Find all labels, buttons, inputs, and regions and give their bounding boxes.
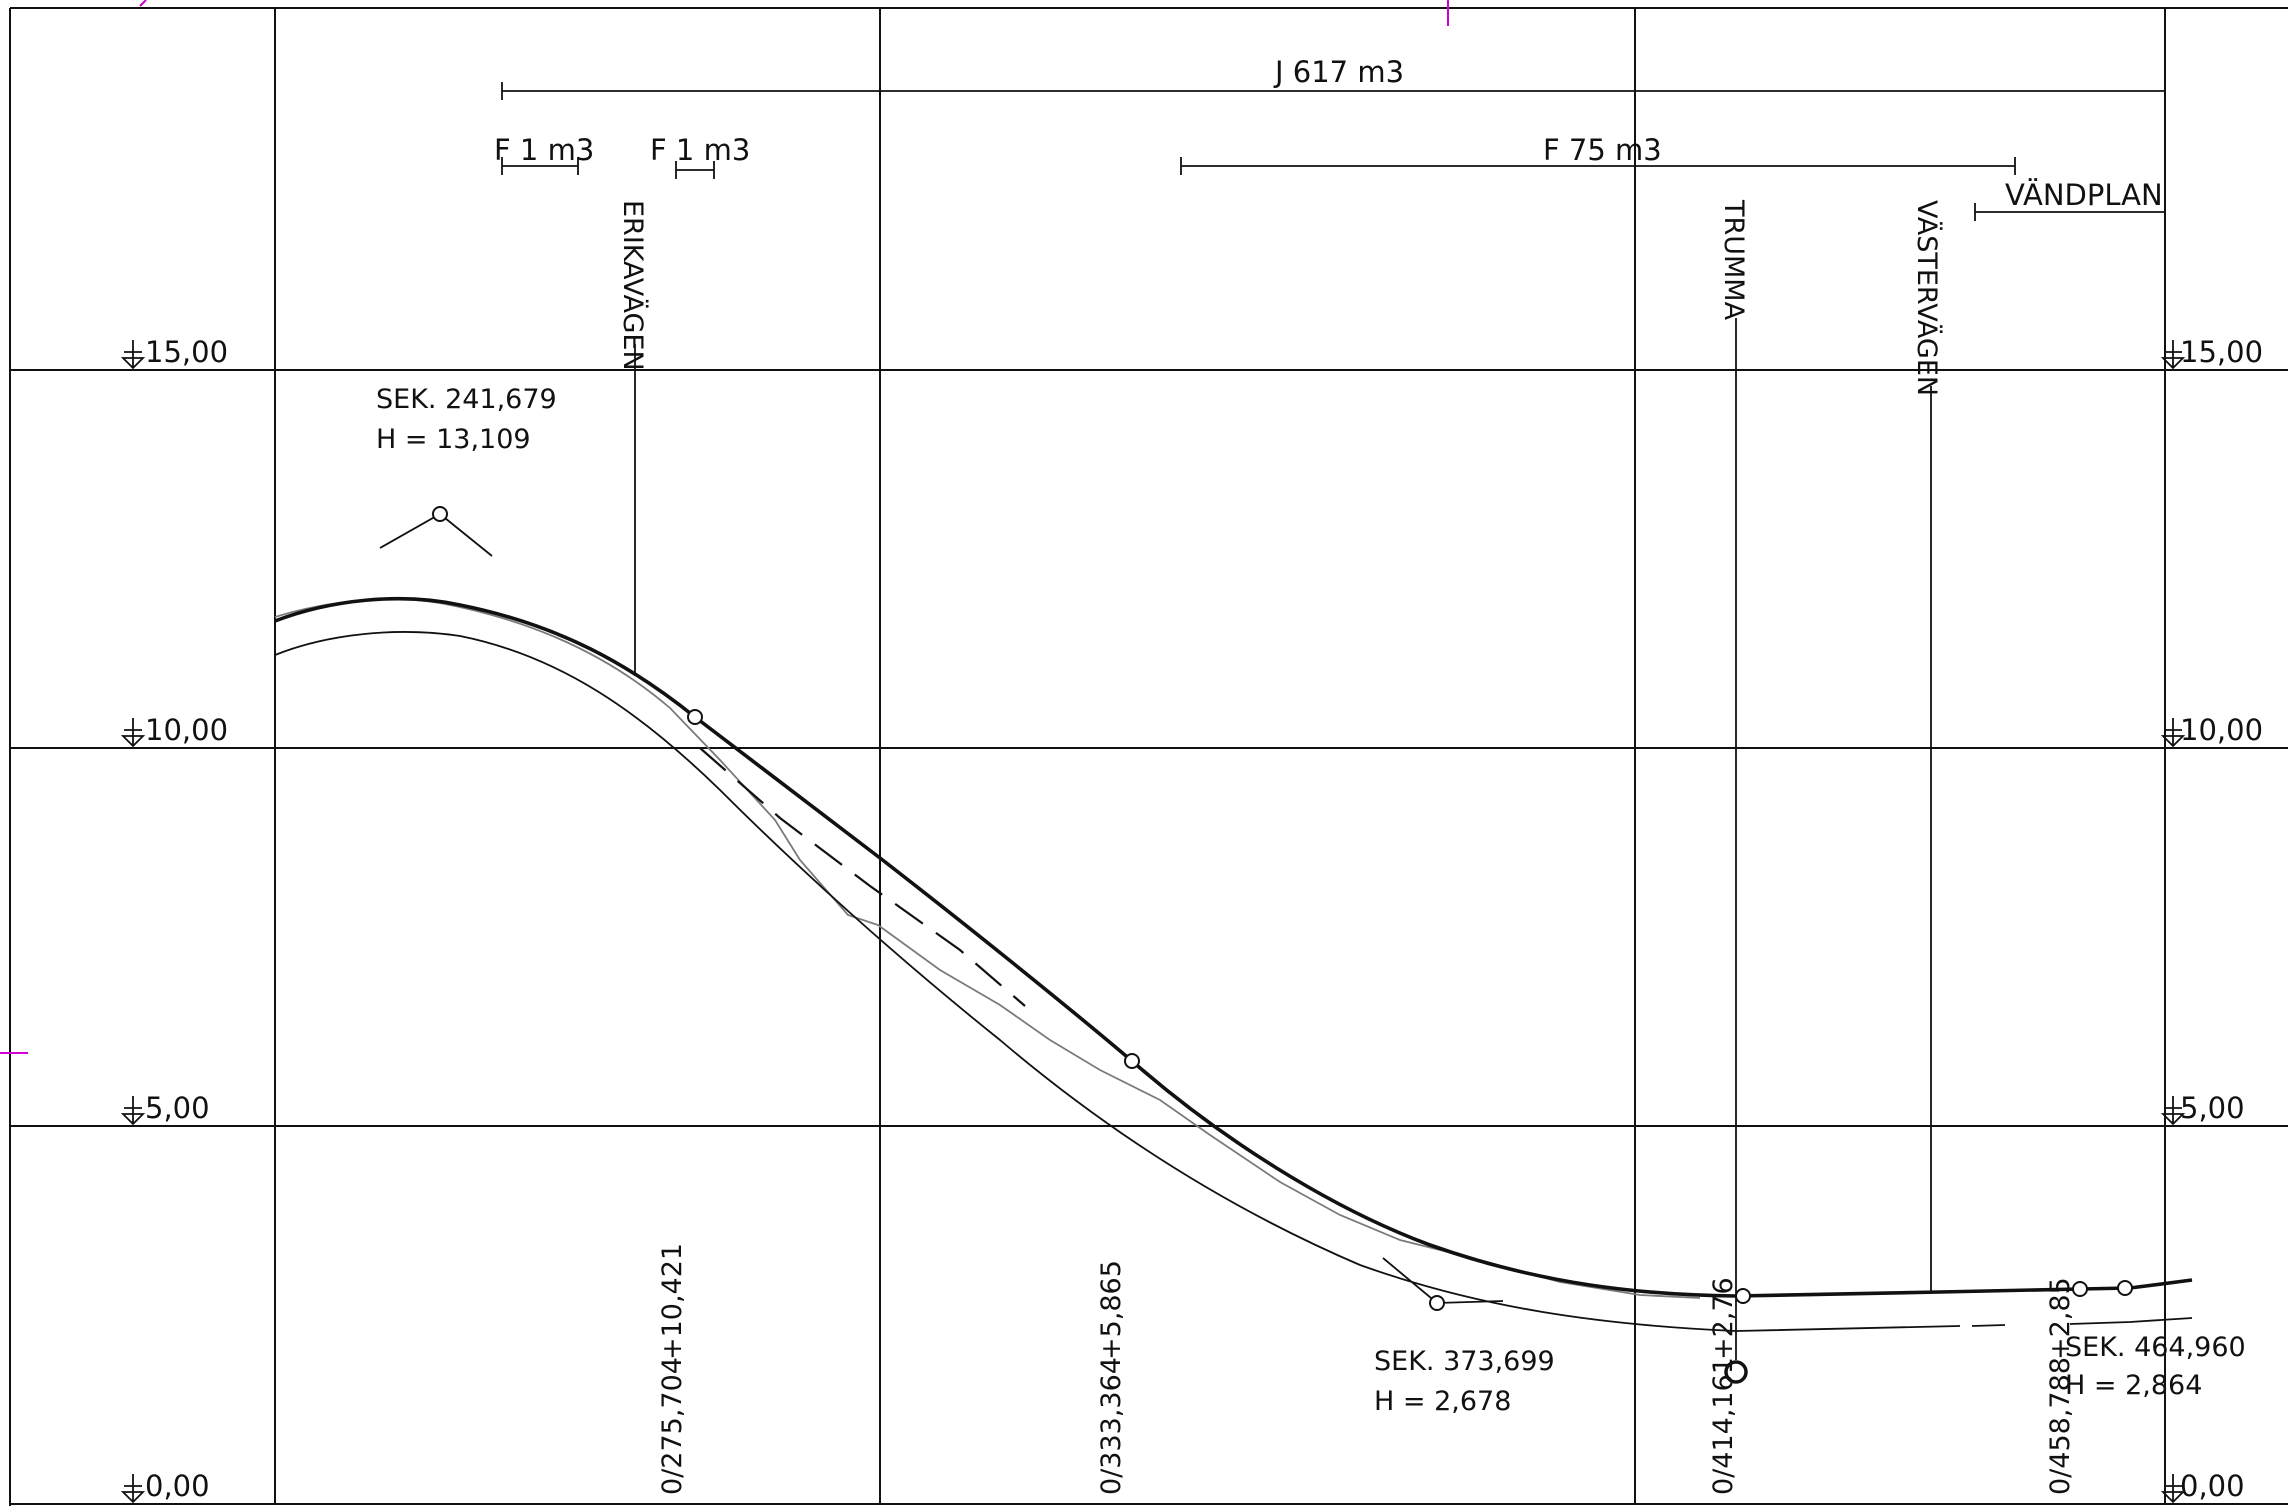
end-point-section: SEK. 464,960: [2065, 1332, 2246, 1363]
feature-markers: ERIKAVÄGEN TRUMMA VÄSTERVÄGEN: [617, 199, 1943, 1384]
elevation-marker-0-right: 0,00: [2160, 1469, 2245, 1504]
station-chainage: 0/275,704: [657, 1357, 688, 1495]
station-labels: 0/275,704 +10,421 0/333,364 +5,865 0/414…: [657, 1243, 2076, 1495]
elevation-marker-5-left: 5,00: [120, 1091, 210, 1126]
low-point-height: H = 2,678: [1374, 1386, 1511, 1417]
proposed-road-line: [274, 596, 2193, 1298]
elevation-marker-10-right: 10,00: [2160, 713, 2263, 748]
low-point-section: SEK. 373,699: [1374, 1346, 1555, 1377]
fill-volume-label: F 75 m3: [1543, 133, 1662, 167]
profile-vertex: [2072, 1281, 2088, 1297]
elevation-label: 0,00: [145, 1469, 210, 1503]
elevation-label: 15,00: [2180, 335, 2263, 369]
turnaround-label: VÄNDPLAN: [2005, 178, 2163, 212]
profile-lines: [274, 596, 2193, 1332]
elevation-label: 5,00: [2180, 1091, 2245, 1125]
elevation-marker-15-left: 15,00: [120, 335, 228, 370]
end-point-height: H = 2,864: [2065, 1370, 2202, 1401]
station-level: +5,865: [1096, 1260, 1127, 1360]
profile-vertex: [687, 709, 703, 725]
registration-marks: [0, 0, 1449, 1054]
elevation-label: 15,00: [145, 335, 228, 369]
culvert-label: TRUMMA: [1718, 199, 1749, 321]
road-label-vastervagen: VÄSTERVÄGEN: [1911, 200, 1943, 396]
station-chainage: 0/414,161: [1708, 1357, 1739, 1495]
elevation-marker-10-left: 10,00: [120, 713, 228, 748]
subbase-line: [274, 631, 1961, 1332]
elevation-marker-0-left: 0,00: [120, 1469, 210, 1504]
profile-vertex: [2117, 1280, 2133, 1296]
elevation-label: 10,00: [2180, 713, 2263, 747]
road-label-erikavagen: ERIKAVÄGEN: [617, 200, 649, 371]
elevation-label: 5,00: [145, 1091, 210, 1125]
fill-volume-label: F 1 m3: [650, 133, 750, 167]
station-chainage: 0/333,364: [1096, 1357, 1127, 1495]
existing-ground-line: [274, 598, 1701, 1299]
profile-vertex: [1735, 1288, 1751, 1304]
station-level: +10,421: [657, 1243, 688, 1360]
dashed-grade-line: [699, 747, 1026, 1007]
station-level: +2,85: [2045, 1277, 2076, 1360]
elevation-markers: 15,00 10,00 5,00 0,00 15,00 10,00 5,00: [120, 335, 2263, 1504]
grid: [9, 7, 2288, 1506]
volume-annotations: J 617 m3 F 1 m3 F 1 m3 F 75 m3 VÄNDPLAN: [494, 55, 2165, 221]
high-point-height: H = 13,109: [376, 424, 531, 455]
section-annotations: SEK. 241,679 H = 13,109 SEK. 373,699 H =…: [376, 384, 2246, 1417]
elevation-label: 0,00: [2180, 1469, 2245, 1503]
cut-volume-label: J 617 m3: [1273, 55, 1404, 89]
culvert-symbol: [1724, 1360, 1748, 1384]
fill-volume-label: F 1 m3: [494, 133, 594, 167]
elevation-label: 10,00: [145, 713, 228, 747]
profile-vertex: [1124, 1053, 1140, 1069]
station-level: +2,76: [1708, 1277, 1739, 1360]
elevation-marker-15-right: 15,00: [2160, 335, 2263, 370]
station-chainage: 0/458,788: [2045, 1357, 2076, 1495]
high-point-section: SEK. 241,679: [376, 384, 557, 415]
elevation-marker-5-right: 5,00: [2160, 1091, 2245, 1126]
